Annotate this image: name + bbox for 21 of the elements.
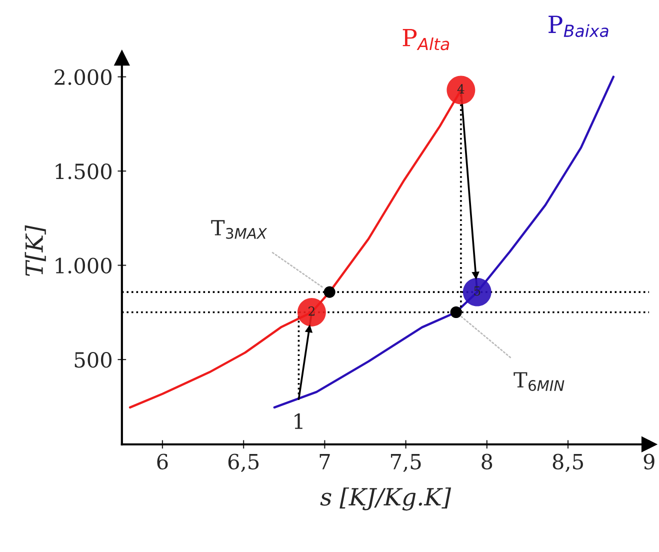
x-axis-title: s [KJ/Kg.K] — [320, 487, 452, 511]
annotation: 1 — [294, 413, 302, 429]
x-tick-label: 7,5 — [390, 454, 421, 472]
y-tick-label: 1.000 — [56, 258, 112, 274]
y-tick-label: 1.500 — [56, 164, 112, 180]
x-tick-label: 6 — [157, 454, 168, 470]
annotation: T$_{6MIN}$ — [514, 372, 564, 392]
x-tick-label: 7 — [320, 454, 330, 470]
annotation: T$_{3MAX}$ — [211, 220, 268, 239]
annotation: 5 — [474, 286, 480, 296]
x-tick-label: 8,5 — [552, 454, 583, 472]
y-tick-label: 2.000 — [54, 69, 112, 86]
annotation: 4 — [457, 84, 464, 94]
x-tick-label: 8 — [482, 454, 492, 470]
x-tick-label: 6,5 — [228, 454, 259, 472]
series-label: P$_{Alta}$ — [402, 28, 450, 50]
series-label: P$_{Baixa}$ — [548, 16, 608, 38]
x-tick-label: 9 — [644, 454, 654, 470]
y-axis-title: T[K] — [24, 225, 46, 276]
annotation: 2 — [308, 306, 314, 316]
y-tick-label: 500 — [74, 352, 112, 368]
